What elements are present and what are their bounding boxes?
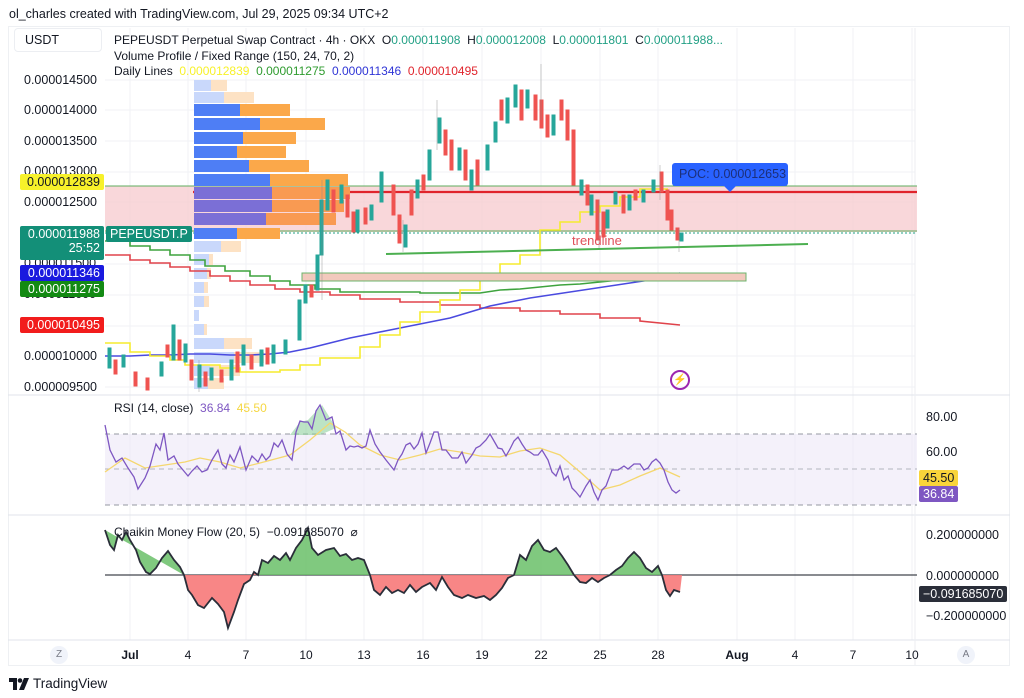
daily-line-green (105, 240, 681, 294)
tradingview-logo: TradingView (9, 676, 107, 691)
yellow-line-price-tag: 0.000012839 (20, 174, 104, 190)
rsi-line (104, 403, 681, 502)
bar-countdown: 25:52 (68, 241, 100, 255)
symbol-title[interactable]: PEPEUSDT Perpetual Swap Contract · 4h · … (114, 33, 376, 47)
volume-profile-legend[interactable]: Volume Profile / Fixed Range (150, 24, 7… (114, 49, 355, 63)
cmf-line (104, 525, 681, 632)
chart-frame (8, 26, 1010, 666)
auto-scale-button[interactable]: A (957, 646, 975, 664)
daily-line-yellow-value: 0.000012839 (179, 64, 250, 78)
rsi-value-tag: 36.84 (919, 486, 959, 502)
green-line-price-tag: 0.000011275 (20, 281, 104, 297)
symbol-price-label: PEPEUSDT.P (106, 226, 192, 242)
trendline (385, 243, 809, 255)
daily-line-red (105, 254, 681, 326)
price-axis-label: 0.000013500 (24, 134, 97, 148)
time-tick: 25 (593, 648, 607, 662)
time-tick: 16 (416, 648, 430, 662)
time-tick: 10 (905, 648, 919, 662)
volume-profile (194, 80, 350, 389)
open-value: 0.000011908 (391, 33, 461, 47)
time-tick: 7 (849, 648, 857, 662)
time-tick: Aug (725, 648, 749, 662)
price-axis-label: 0.000010000 (24, 349, 97, 363)
time-tick: 10 (299, 648, 313, 662)
low-value: 0.000011801 (559, 33, 629, 47)
red-line-price-tag: 0.000010495 (20, 317, 104, 333)
hidden-toggle-icon[interactable]: ⌀ (350, 525, 358, 539)
time-tick: Jul (121, 648, 139, 662)
cmf-value: −0.091685070 (266, 525, 344, 539)
daily-line-green-value: 0.000011275 (256, 64, 326, 78)
rsi-legend[interactable]: RSI (14, close) 36.84 45.50 (114, 401, 267, 415)
time-tick: 22 (534, 648, 548, 662)
cmf-axis-label: −0.200000000 (926, 609, 1007, 623)
cmf-axis-label: 0.000000000 (926, 569, 999, 583)
time-tick: 19 (475, 648, 489, 662)
rsi-value: 36.84 (200, 401, 231, 415)
price-axis-label: 0.000012500 (24, 195, 97, 209)
cmf-axis-label: 0.200000000 (926, 528, 999, 542)
zoom-reset-button[interactable]: Z (50, 646, 68, 664)
rsi-ma-value: 45.50 (236, 401, 267, 415)
rsi-axis-label: 80.00 (926, 410, 958, 424)
time-tick: 13 (357, 648, 371, 662)
daily-lines-legend[interactable]: Daily Lines 0.000012839 0.000011275 0.00… (114, 64, 478, 78)
price-axis-label: 0.000014000 (24, 103, 97, 117)
fvg-box (301, 272, 747, 282)
lightning-event-icon[interactable]: ⚡ (670, 370, 690, 390)
daily-line-blue-value: 0.000011346 (331, 64, 402, 78)
trendline-label[interactable]: trendline (572, 233, 622, 248)
high-value: 0.000012008 (475, 33, 546, 47)
daily-line-red-value: 0.000010495 (407, 64, 478, 78)
poc-callout[interactable]: POC: 0.000012653 (672, 163, 788, 192)
cmf-value-tag: −0.091685070 (919, 586, 1008, 602)
blue-line-price-tag: 0.000011346 (20, 265, 104, 281)
time-tick: 7 (242, 648, 250, 662)
tradingview-logo-icon (9, 677, 29, 690)
rsi-axis-label: 60.00 (926, 445, 958, 459)
cmf-legend[interactable]: Chaikin Money Flow (20, 5) −0.091685070 … (114, 525, 358, 539)
rsi-ma-line (104, 422, 681, 491)
time-tick: 4 (184, 648, 192, 662)
chart-credit: ol_charles created with TradingView.com,… (9, 7, 389, 21)
time-tick: 28 (651, 648, 665, 662)
price-axis-label: 0.000009500 (24, 380, 97, 394)
price-axis-label: 0.000014500 (24, 73, 97, 87)
close-value: 0.000011988... (643, 33, 723, 47)
current-price-tag: 0.000011988 25:52 (20, 226, 104, 260)
symbol-legend: PEPEUSDT Perpetual Swap Contract · 4h · … (114, 33, 723, 47)
currency-label[interactable]: USDT (14, 28, 102, 52)
time-tick: 4 (791, 648, 799, 662)
rsi-ma-tag: 45.50 (919, 470, 959, 486)
